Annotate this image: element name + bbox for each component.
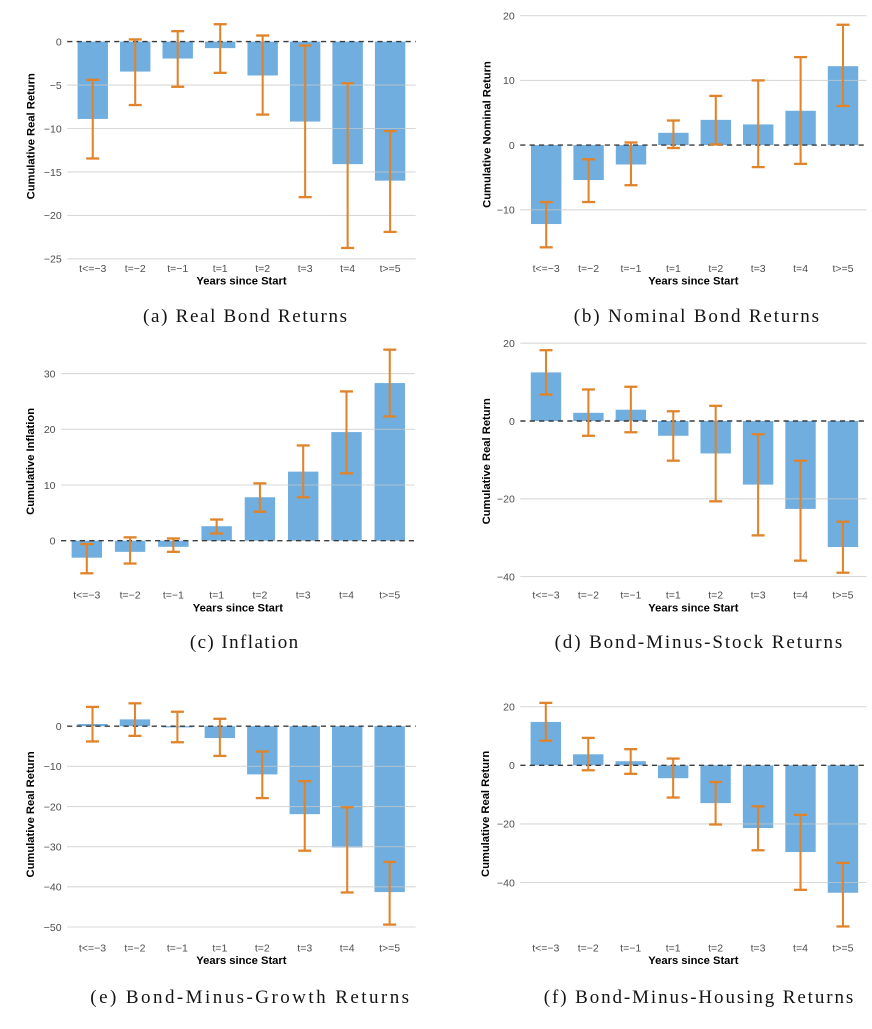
svg-text:t=4: t=4 bbox=[340, 942, 355, 954]
svg-text:t<=−3: t<=−3 bbox=[79, 942, 106, 954]
svg-text:t=−1: t=−1 bbox=[167, 263, 188, 275]
svg-text:−10: −10 bbox=[497, 205, 515, 217]
svg-text:t=4: t=4 bbox=[793, 263, 808, 275]
svg-text:20: 20 bbox=[503, 11, 515, 23]
svg-text:t>=5: t>=5 bbox=[379, 589, 400, 601]
svg-text:−25: −25 bbox=[44, 254, 62, 266]
svg-text:t=−1: t=−1 bbox=[620, 942, 641, 954]
svg-text:−30: −30 bbox=[44, 841, 62, 853]
svg-text:t=3: t=3 bbox=[751, 942, 766, 954]
svg-text:t=3: t=3 bbox=[751, 263, 766, 275]
svg-text:t=2: t=2 bbox=[708, 263, 723, 275]
svg-text:t=3: t=3 bbox=[298, 263, 313, 275]
svg-text:−20: −20 bbox=[497, 819, 515, 831]
svg-text:(f) Bond-Minus-Housing Returns: (f) Bond-Minus-Housing Returns bbox=[544, 987, 855, 1008]
svg-text:20: 20 bbox=[44, 424, 56, 436]
svg-text:Cumulative Real Return: Cumulative Real Return bbox=[25, 751, 37, 877]
svg-text:t<=−3: t<=−3 bbox=[73, 589, 100, 601]
svg-text:t=2: t=2 bbox=[708, 589, 723, 601]
svg-text:−40: −40 bbox=[497, 571, 515, 583]
svg-text:−20: −20 bbox=[44, 801, 62, 813]
svg-text:t=3: t=3 bbox=[296, 589, 311, 601]
svg-text:t<=−3: t<=−3 bbox=[532, 942, 559, 954]
svg-text:(e) Bond-Minus-Growth Returns: (e) Bond-Minus-Growth Returns bbox=[90, 987, 411, 1008]
svg-text:t=3: t=3 bbox=[751, 589, 766, 601]
svg-text:t=1: t=1 bbox=[666, 263, 681, 275]
svg-text:t=2: t=2 bbox=[255, 942, 270, 954]
svg-text:0: 0 bbox=[56, 36, 62, 48]
svg-text:t=−2: t=−2 bbox=[578, 589, 599, 601]
svg-text:(b) Nominal Bond Returns: (b) Nominal Bond Returns bbox=[574, 306, 821, 327]
svg-text:t>=5: t>=5 bbox=[832, 942, 853, 954]
svg-text:t<=−3: t<=−3 bbox=[533, 263, 560, 275]
svg-text:t=1: t=1 bbox=[212, 942, 227, 954]
svg-text:t=−2: t=−2 bbox=[124, 942, 145, 954]
svg-text:−40: −40 bbox=[497, 877, 515, 889]
svg-text:0: 0 bbox=[509, 760, 515, 772]
svg-text:0: 0 bbox=[50, 536, 56, 548]
svg-text:Years since Start: Years since Start bbox=[648, 602, 738, 614]
svg-text:(d) Bond-Minus-Stock Returns: (d) Bond-Minus-Stock Returns bbox=[555, 632, 845, 653]
svg-text:t>=5: t>=5 bbox=[832, 263, 853, 275]
svg-text:0: 0 bbox=[56, 721, 62, 733]
svg-text:Cumulative Real Return: Cumulative Real Return bbox=[25, 73, 37, 199]
svg-text:30: 30 bbox=[44, 368, 56, 380]
svg-text:Years since Start: Years since Start bbox=[196, 955, 286, 967]
svg-text:−5: −5 bbox=[50, 80, 62, 92]
svg-text:Cumulative Real Return: Cumulative Real Return bbox=[481, 398, 493, 524]
svg-text:t>=5: t>=5 bbox=[380, 263, 401, 275]
svg-text:t=2: t=2 bbox=[255, 263, 270, 275]
svg-text:Years since Start: Years since Start bbox=[193, 602, 283, 614]
svg-text:−40: −40 bbox=[44, 882, 62, 894]
svg-text:t=1: t=1 bbox=[666, 942, 681, 954]
svg-text:−50: −50 bbox=[44, 922, 62, 934]
svg-text:(c) Inflation: (c) Inflation bbox=[190, 632, 300, 653]
svg-text:20: 20 bbox=[503, 702, 515, 714]
svg-text:t=−1: t=−1 bbox=[167, 942, 188, 954]
svg-text:t=1: t=1 bbox=[666, 589, 681, 601]
svg-text:Cumulative Nominal Return: Cumulative Nominal Return bbox=[482, 61, 494, 208]
svg-text:Cumulative Inflation: Cumulative Inflation bbox=[25, 408, 37, 515]
svg-text:Cumulative Real Return: Cumulative Real Return bbox=[480, 751, 492, 877]
svg-text:t=−1: t=−1 bbox=[163, 589, 184, 601]
svg-text:(a) Real Bond Returns: (a) Real Bond Returns bbox=[143, 306, 349, 327]
svg-text:Years since Start: Years since Start bbox=[648, 275, 738, 287]
svg-text:t=2: t=2 bbox=[708, 942, 723, 954]
svg-text:t=4: t=4 bbox=[340, 263, 355, 275]
svg-text:Years since Start: Years since Start bbox=[648, 955, 738, 967]
svg-text:t=2: t=2 bbox=[252, 589, 267, 601]
svg-text:t>=5: t>=5 bbox=[379, 942, 400, 954]
svg-text:t=−1: t=−1 bbox=[620, 589, 641, 601]
svg-text:t=−2: t=−2 bbox=[578, 942, 599, 954]
svg-text:t=1: t=1 bbox=[213, 263, 228, 275]
svg-text:−20: −20 bbox=[497, 494, 515, 506]
svg-text:t=4: t=4 bbox=[793, 589, 808, 601]
svg-text:t=1: t=1 bbox=[209, 589, 224, 601]
svg-text:t<=−3: t<=−3 bbox=[532, 589, 559, 601]
svg-text:t=−1: t=−1 bbox=[620, 263, 641, 275]
svg-text:0: 0 bbox=[509, 140, 515, 152]
svg-text:t=−2: t=−2 bbox=[125, 263, 146, 275]
svg-text:Years since Start: Years since Start bbox=[196, 275, 286, 287]
svg-text:t=4: t=4 bbox=[339, 589, 354, 601]
svg-text:10: 10 bbox=[44, 480, 56, 492]
svg-text:10: 10 bbox=[503, 75, 515, 87]
svg-text:t>=5: t>=5 bbox=[832, 589, 853, 601]
svg-text:t=−2: t=−2 bbox=[120, 589, 141, 601]
svg-text:t<=−3: t<=−3 bbox=[79, 263, 106, 275]
svg-text:0: 0 bbox=[509, 416, 515, 428]
svg-text:−15: −15 bbox=[44, 167, 62, 179]
svg-text:−10: −10 bbox=[44, 123, 62, 135]
svg-text:t=−2: t=−2 bbox=[578, 263, 599, 275]
svg-text:t=3: t=3 bbox=[297, 942, 312, 954]
svg-text:20: 20 bbox=[503, 338, 515, 350]
svg-text:−20: −20 bbox=[44, 210, 62, 222]
svg-text:−10: −10 bbox=[44, 761, 62, 773]
svg-text:t=4: t=4 bbox=[793, 942, 808, 954]
